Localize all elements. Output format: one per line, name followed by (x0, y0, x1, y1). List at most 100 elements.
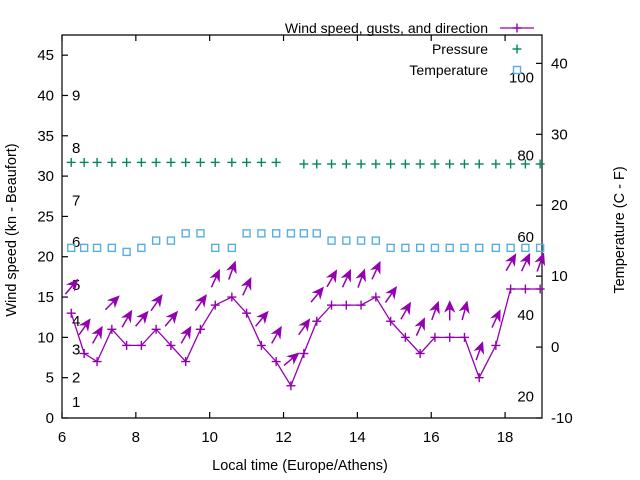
wind-direction-arrow (504, 253, 517, 272)
fahrenheit-label: 20 (517, 389, 534, 406)
legend-swatch-marker (512, 23, 522, 33)
wind-direction-arrow (209, 268, 220, 288)
wind-point (299, 348, 309, 358)
temperature-point (521, 243, 530, 253)
wind-direction-arrow (519, 252, 531, 272)
wind-point (227, 292, 237, 302)
pressure-point (122, 157, 132, 167)
wind-point (136, 340, 146, 350)
pressure-point (227, 157, 237, 167)
temperature-point (137, 243, 146, 253)
legend-label: Temperature (409, 62, 488, 78)
y-tick-label: 35 (37, 128, 54, 145)
y-tick-label: 0 (46, 410, 54, 427)
wind-point (181, 357, 191, 367)
x-tick-label: 18 (497, 429, 514, 446)
wind-series (66, 284, 545, 391)
pressure-point (356, 159, 366, 169)
temperature-series (67, 229, 545, 257)
pressure-point (92, 157, 102, 167)
wind-direction-arrow (64, 278, 79, 295)
y-tick-label: 25 (37, 208, 54, 225)
wind-direction-arrows (64, 252, 546, 367)
wind-direction-arrow (340, 268, 352, 288)
wind-point (79, 348, 89, 358)
pressure-point (371, 159, 381, 169)
wind-point (386, 316, 396, 326)
beaufort-label: 7 (72, 192, 80, 209)
pressure-point (459, 159, 469, 169)
y2-tick-label: 30 (551, 126, 568, 143)
wind-point (371, 292, 381, 302)
y-tick-label: 15 (37, 289, 54, 306)
temperature-point (430, 243, 440, 253)
chart-legend: Wind speed, gusts, and direction Pressure… (285, 20, 534, 78)
wind-point (92, 357, 102, 367)
wind-direction-arrow (180, 325, 192, 344)
legend-label: Wind speed, gusts, and direction (285, 20, 488, 36)
pressure-point (415, 159, 425, 169)
temperature-point (401, 243, 410, 253)
temperature-point (92, 243, 102, 253)
wind-point (166, 340, 176, 350)
wind-direction-arrow (164, 310, 179, 327)
temperature-point (122, 247, 131, 257)
wind-point (459, 332, 469, 342)
wind-point (474, 373, 484, 383)
x-tick-label: 10 (201, 429, 218, 446)
temperature-point (506, 243, 515, 253)
wind-direction-arrow (91, 325, 103, 344)
wind-point (415, 348, 425, 358)
pressure-point (327, 159, 337, 169)
beaufort-label: 3 (72, 341, 80, 358)
wind-direction-arrow (104, 295, 120, 311)
pressure-point (136, 157, 146, 167)
wind-direction-arrow (150, 294, 163, 312)
temperature-point (107, 243, 117, 253)
wind-point (151, 324, 161, 334)
wind-point (66, 308, 76, 318)
temperature-point (342, 236, 351, 245)
y2-tick-label: 20 (551, 197, 568, 214)
beaufort-label: 6 (72, 234, 80, 251)
temperature-point (151, 236, 161, 245)
temperature-point (196, 229, 205, 238)
temperature-point (327, 236, 336, 245)
wind-point (445, 332, 455, 342)
temperature-point (371, 236, 381, 245)
temperature-point (257, 229, 266, 238)
x-tick-label: 16 (423, 429, 440, 446)
temperature-point (299, 229, 309, 238)
y2-axis-title: Temperature (C - F) (612, 166, 628, 293)
x-tick-label: 8 (132, 429, 140, 446)
temperature-point (460, 243, 469, 253)
wind-point (107, 324, 117, 334)
wind-point (210, 300, 220, 310)
legend-label: Pressure (432, 41, 488, 57)
wind-direction-arrow (414, 317, 425, 336)
y-tick-label: 40 (37, 87, 54, 104)
y-tick-label: 20 (37, 249, 54, 266)
pressure-point (210, 157, 220, 167)
y2-tick-label: 40 (551, 55, 568, 72)
pressure-point (151, 157, 161, 167)
pressure-point (195, 157, 205, 167)
temperature-point (415, 243, 425, 253)
temperature-point (181, 229, 190, 238)
wind-direction-arrow (399, 301, 412, 320)
wind-direction-arrow (78, 318, 91, 336)
pressure-point (79, 157, 89, 167)
wind-direction-arrow (120, 309, 133, 328)
temperature-point (445, 243, 454, 253)
pressure-point (386, 159, 396, 169)
fahrenheit-label: 100 (509, 70, 534, 87)
temperature-point (491, 243, 501, 253)
y2-axis-ticks: -10 0 10 20 30 40 (536, 55, 573, 427)
x-tick-label: 12 (275, 429, 292, 446)
fahrenheit-label: 40 (517, 307, 534, 324)
temperature-point (386, 243, 395, 253)
y-axis-title: Wind speed (kn - Beaufort) (4, 143, 20, 316)
wind-point (400, 332, 410, 342)
